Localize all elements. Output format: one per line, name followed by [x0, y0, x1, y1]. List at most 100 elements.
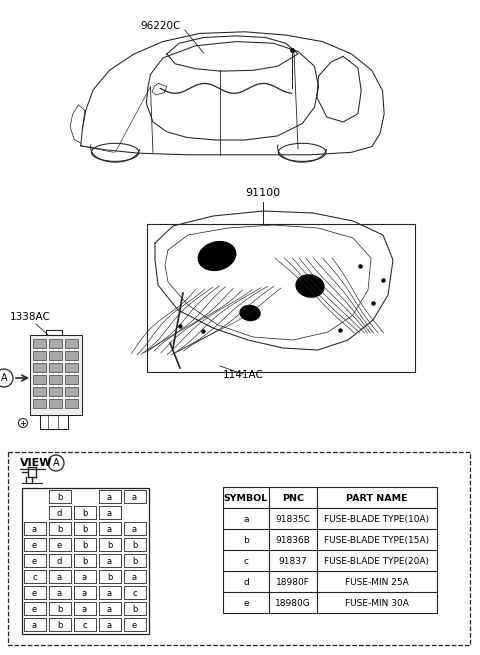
Bar	[49, 339, 62, 348]
Bar	[24, 586, 46, 599]
Text: c: c	[82, 620, 87, 629]
Text: 18980G: 18980G	[275, 599, 311, 608]
Text: a: a	[107, 508, 112, 517]
Text: e: e	[32, 588, 37, 597]
Bar	[99, 570, 121, 583]
Bar	[74, 538, 96, 551]
Bar	[24, 618, 46, 631]
Text: 91836B: 91836B	[276, 536, 311, 545]
Text: d: d	[57, 557, 62, 565]
Bar	[223, 487, 437, 613]
Text: b: b	[57, 525, 62, 534]
Bar	[124, 522, 146, 535]
Text: PART NAME: PART NAME	[346, 494, 408, 503]
Bar	[65, 339, 78, 348]
Bar	[124, 570, 146, 583]
Text: b: b	[82, 508, 87, 517]
Bar	[99, 554, 121, 567]
Bar	[124, 538, 146, 551]
Text: FUSE-BLADE TYPE(10A): FUSE-BLADE TYPE(10A)	[324, 515, 430, 524]
Bar	[99, 602, 121, 615]
Bar	[124, 490, 146, 503]
Bar	[49, 351, 62, 360]
Text: b: b	[57, 493, 62, 502]
Text: a: a	[57, 572, 62, 582]
Text: a: a	[107, 605, 112, 614]
Text: b: b	[82, 540, 87, 550]
Bar	[33, 387, 46, 396]
Text: 91837: 91837	[278, 557, 307, 566]
Text: 1338AC: 1338AC	[10, 312, 50, 322]
Text: a: a	[243, 515, 249, 524]
Text: FUSE-MIN 30A: FUSE-MIN 30A	[345, 599, 409, 608]
Bar	[49, 538, 71, 551]
Text: a: a	[107, 557, 112, 565]
Text: d: d	[243, 578, 249, 587]
Bar	[33, 363, 46, 372]
Text: e: e	[32, 540, 37, 550]
Bar	[65, 363, 78, 372]
Text: b: b	[57, 620, 62, 629]
Text: FUSE-BLADE TYPE(20A): FUSE-BLADE TYPE(20A)	[324, 557, 430, 566]
Text: a: a	[32, 620, 37, 629]
Bar	[49, 554, 71, 567]
Bar	[49, 399, 62, 408]
Bar	[99, 618, 121, 631]
Bar	[24, 554, 46, 567]
Text: A: A	[0, 373, 7, 383]
Text: 1141AC: 1141AC	[223, 370, 264, 380]
Text: 91835C: 91835C	[276, 515, 311, 524]
Bar	[99, 506, 121, 519]
Bar	[33, 375, 46, 384]
Text: a: a	[107, 525, 112, 534]
Bar	[74, 602, 96, 615]
Text: FUSE-BLADE TYPE(15A): FUSE-BLADE TYPE(15A)	[324, 536, 430, 545]
Ellipse shape	[296, 275, 324, 297]
Bar	[49, 490, 71, 503]
Text: b: b	[132, 557, 137, 565]
Text: e: e	[32, 605, 37, 614]
Text: b: b	[132, 540, 137, 550]
Bar	[49, 375, 62, 384]
Text: a: a	[32, 525, 37, 534]
Bar	[99, 522, 121, 535]
Bar	[74, 618, 96, 631]
Bar	[30, 335, 82, 415]
Text: 18980F: 18980F	[276, 578, 310, 587]
Text: b: b	[107, 540, 112, 550]
Text: e: e	[243, 599, 249, 608]
Text: a: a	[82, 572, 87, 582]
Text: a: a	[132, 572, 137, 582]
Bar	[49, 602, 71, 615]
Text: b: b	[107, 572, 112, 582]
Bar	[40, 415, 68, 429]
Text: a: a	[82, 605, 87, 614]
Bar	[74, 522, 96, 535]
Bar	[124, 618, 146, 631]
Bar	[33, 351, 46, 360]
Bar	[99, 586, 121, 599]
Bar	[49, 522, 71, 535]
Text: b: b	[243, 536, 249, 545]
Bar	[124, 586, 146, 599]
Text: b: b	[57, 605, 62, 614]
Text: SYMBOL: SYMBOL	[224, 494, 268, 503]
Bar	[49, 618, 71, 631]
Bar	[65, 387, 78, 396]
Ellipse shape	[198, 242, 236, 271]
Text: FUSE-MIN 25A: FUSE-MIN 25A	[345, 578, 409, 587]
Bar	[65, 351, 78, 360]
Bar	[24, 522, 46, 535]
Bar	[24, 602, 46, 615]
Bar	[99, 538, 121, 551]
Text: c: c	[132, 588, 137, 597]
Text: e: e	[132, 620, 137, 629]
Bar	[65, 375, 78, 384]
Bar	[74, 506, 96, 519]
Bar	[147, 224, 415, 372]
Text: 91100: 91100	[245, 188, 281, 198]
Bar	[33, 339, 46, 348]
Bar	[74, 586, 96, 599]
Text: a: a	[82, 588, 87, 597]
Text: PNC: PNC	[282, 494, 304, 503]
